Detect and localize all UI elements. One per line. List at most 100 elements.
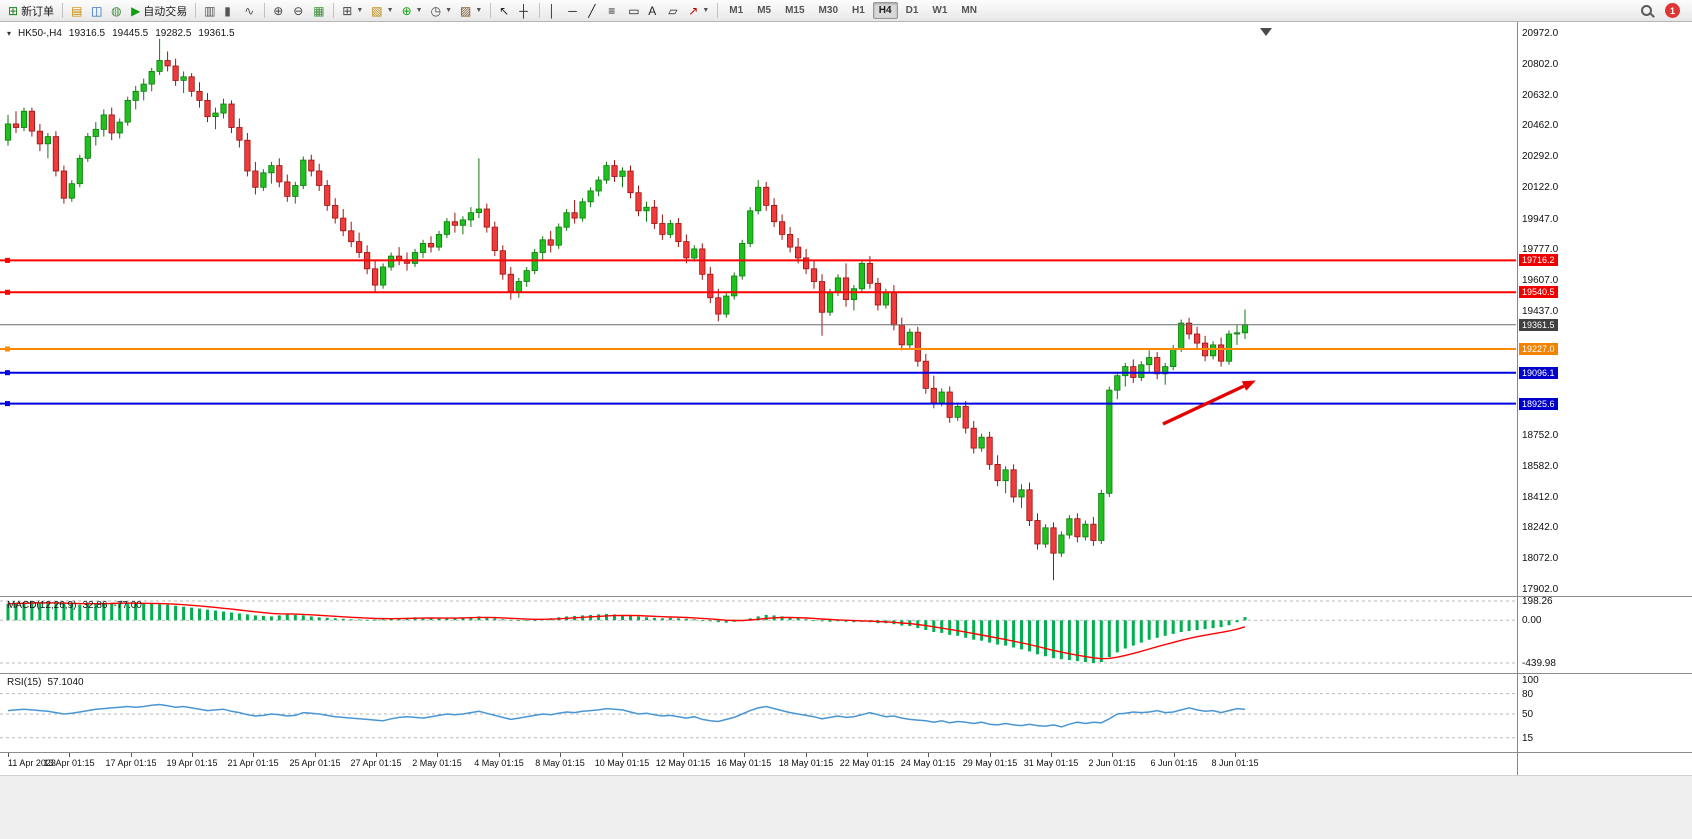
- rsi-axis-label: 80: [1522, 688, 1534, 700]
- toolbar: ⊞ 新订单 ▤ ◫ ◍ ▶ 自动交易 ▥ ▮ ∿ ⊕ ⊖ ▦ ⊞ ▼ ▧ ▼ ⊕ ▼ ◷ ▼ ▨ ▼ ↖ ┼ │ ─ ╱ ≡ ▭ A ▱ ↗ ▼ …: [0, 0, 1692, 22]
- chart-menu-arrow-icon[interactable]: ▾: [7, 29, 12, 38]
- arrows-button[interactable]: ↗ ▼: [684, 1, 713, 20]
- macd-signal-value: -77.00: [113, 600, 142, 611]
- macd-histogram: [6, 601, 1247, 663]
- timeframe-w1-button[interactable]: W1: [932, 5, 948, 16]
- time-axis-tick: [744, 753, 745, 757]
- search-icon: [1641, 5, 1652, 16]
- rsi-name: RSI(15): [7, 677, 42, 688]
- timeframe-m1-button[interactable]: M1: [729, 5, 744, 16]
- arrow-annotation: [1162, 384, 1245, 426]
- indicators-icon: ⊕: [401, 3, 412, 18]
- templates-icon: ▨: [460, 3, 472, 18]
- timeframe-m15-button[interactable]: M15: [785, 5, 805, 16]
- fibonacci-button[interactable]: ≡: [604, 1, 624, 20]
- timeframe-h1-button[interactable]: H1: [852, 5, 865, 16]
- rsi-value: 57.1040: [47, 677, 84, 688]
- time-axis-tick: [806, 753, 807, 757]
- time-axis-tick: [499, 753, 500, 757]
- time-axis[interactable]: 11 Apr 2023 13 Apr 01:15 17 Apr 01:15 19 Ap…: [0, 752, 1692, 775]
- market-watch-button[interactable]: ▤: [67, 1, 87, 20]
- zoom-out-button[interactable]: ⊖: [289, 1, 309, 20]
- timeframe-mn-button[interactable]: MN: [961, 5, 977, 16]
- periods-button[interactable]: ◷ ▼: [427, 1, 456, 20]
- price-axis[interactable]: 20972.0 20802.0 20632.0 20462.0 20292.0 20122…: [1517, 22, 1692, 775]
- price-axis-label: 19777.0: [1522, 244, 1559, 256]
- navigator-button[interactable]: ◫: [87, 1, 107, 20]
- price-tag: 18925.6: [1519, 397, 1558, 410]
- periods-icon: ◷: [430, 3, 442, 18]
- vertical-line-icon: │: [548, 3, 556, 18]
- date-label: 13 Apr 01:15: [43, 758, 95, 768]
- bar-chart-icon: ▥: [204, 3, 216, 18]
- timeframe-h4-button[interactable]: H4: [872, 2, 898, 19]
- macd-panel-canvas[interactable]: [0, 597, 1517, 673]
- chevron-down-icon: ▼: [475, 7, 483, 14]
- vertical-line-button[interactable]: │: [544, 1, 564, 20]
- horizontal-line-button[interactable]: ─: [564, 1, 584, 20]
- time-axis-tick: [683, 753, 684, 757]
- rsi-axis-label: 100: [1522, 675, 1539, 686]
- date-label: 27 Apr 01:15: [350, 758, 402, 768]
- toolbar-buttons: ⊞ 新订单 ▤ ◫ ◍ ▶ 自动交易 ▥ ▮ ∿ ⊕ ⊖ ▦ ⊞ ▼ ▧ ▼ ⊕ ▼ ◷ ▼ ▨ ▼ ↖ ┼ │ ─ ╱ ≡ ▭ A ▱ ↗ ▼: [4, 1, 722, 20]
- price-tag: 19096.1: [1519, 366, 1558, 379]
- price-tag: 19540.5: [1519, 286, 1558, 299]
- date-label: 25 Apr 01:15: [289, 758, 341, 768]
- bar-chart-button[interactable]: ▥: [200, 1, 220, 20]
- time-axis-tick: [928, 753, 929, 757]
- date-label: 8 May 01:15: [535, 758, 585, 768]
- symbol-period-label: HK50-,H4: [18, 28, 62, 39]
- crosshair-button[interactable]: ┼: [515, 1, 535, 20]
- macd-axis-label: -439.98: [1522, 658, 1556, 669]
- date-label: 18 May 01:15: [778, 758, 834, 768]
- panel-splitter[interactable]: [0, 752, 1692, 753]
- rsi-panel-canvas[interactable]: [0, 674, 1517, 752]
- date-label: 16 May 01:15: [716, 758, 772, 768]
- toolbar-separator: [539, 3, 541, 18]
- timeframe-toolbar: M1 M5 M15 M30 H1 H4 D1 W1 MN: [722, 2, 984, 19]
- price-axis-label: 20972.0: [1522, 28, 1559, 39]
- price-axis-label: 20632.0: [1522, 89, 1559, 101]
- line-chart-icon: ∿: [244, 3, 255, 18]
- main-chart-canvas[interactable]: [0, 24, 1517, 596]
- notification-badge[interactable]: 1: [1665, 3, 1680, 18]
- terminal-icon: ◍: [111, 3, 122, 18]
- panel-splitter[interactable]: [0, 596, 1692, 597]
- templates-button[interactable]: ▨ ▼: [456, 1, 486, 20]
- profiles-button[interactable]: ▧ ▼: [367, 1, 397, 20]
- date-label: 2 Jun 01:15: [1088, 758, 1136, 768]
- cursor-button[interactable]: ↖: [495, 1, 515, 20]
- price-tag: 19227.0: [1519, 343, 1558, 356]
- shapes-button[interactable]: ▭: [624, 1, 644, 20]
- rsi-indicator-label: RSI(15) 57.1040: [7, 677, 84, 688]
- price-axis-label: 20292.0: [1522, 151, 1559, 163]
- timeframe-m30-button[interactable]: M30: [818, 5, 838, 16]
- auto-trading-button[interactable]: ▶ 自动交易: [127, 1, 191, 20]
- low-value: 19282.5: [155, 28, 192, 39]
- panel-splitter[interactable]: [0, 673, 1692, 674]
- timeframe-m5-button[interactable]: M5: [757, 5, 772, 16]
- trendline-button[interactable]: ╱: [584, 1, 604, 20]
- indicators-button[interactable]: ⊕ ▼: [398, 1, 427, 20]
- date-label: 19 Apr 01:15: [166, 758, 218, 768]
- new-order-button[interactable]: ⊞ 新订单: [4, 1, 58, 20]
- zoom-in-button[interactable]: ⊕: [269, 1, 289, 20]
- text-label-button[interactable]: ▱: [664, 1, 684, 20]
- date-label: 8 Jun 01:15: [1211, 758, 1259, 768]
- text-button[interactable]: A: [644, 1, 664, 20]
- new-chart-button[interactable]: ⊞ ▼: [338, 1, 367, 20]
- date-label: 12 May 01:15: [655, 758, 711, 768]
- toolbar-separator: [62, 3, 64, 18]
- toolbar-separator: [195, 3, 197, 18]
- timeframe-d1-button[interactable]: D1: [905, 5, 919, 16]
- time-axis-tick: [253, 753, 254, 757]
- new-order-icon: ⊞: [8, 3, 19, 18]
- terminal-button[interactable]: ◍: [107, 1, 127, 20]
- toolbar-separator: [490, 3, 492, 18]
- search-button[interactable]: [1637, 1, 1657, 20]
- candlestick-chart-button[interactable]: ▮: [220, 1, 240, 20]
- tile-windows-button[interactable]: ▦: [309, 1, 329, 20]
- line-chart-button[interactable]: ∿: [240, 1, 260, 20]
- shapes-icon: ▭: [628, 3, 640, 18]
- macd-axis-label: 0.00: [1522, 615, 1542, 627]
